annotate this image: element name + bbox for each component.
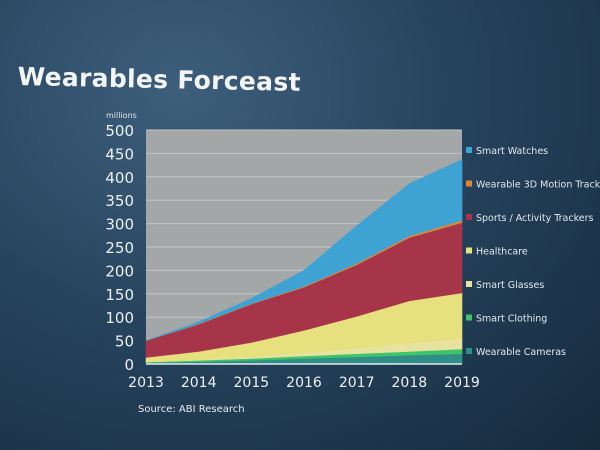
y-tick-label: 450 [105, 145, 134, 163]
y-tick-label: 0 [124, 356, 134, 374]
legend-swatch [466, 214, 472, 220]
legend-swatch [466, 281, 472, 287]
legend-item: Wearable 3D Motion Trackers [466, 180, 600, 191]
legend-label: Wearable Cameras [476, 347, 566, 358]
legend-item: Smart Glasses [466, 280, 544, 291]
legend-swatch [466, 180, 472, 187]
legend-item: Smart Clothing [466, 314, 547, 325]
legend-label: Wearable 3D Motion Trackers [476, 180, 600, 191]
area-series [145, 159, 463, 365]
x-tick-label: 2015 [234, 375, 270, 391]
y-tick-label: 300 [105, 216, 134, 234]
x-tick-label: 2016 [286, 375, 322, 391]
area-smart-watches [145, 159, 463, 341]
x-tick-label: 2017 [339, 375, 375, 391]
x-tick-label: 2018 [392, 375, 428, 391]
x-tick-label: 2019 [444, 375, 480, 391]
legend-item: Wearable Cameras [466, 347, 566, 358]
y-tick-label: 100 [105, 309, 134, 327]
legend-label: Sports / Activity Trackers [476, 213, 594, 224]
y-tick-label: 400 [105, 169, 134, 187]
legend: Smart Watches Wearable 3D Motion Trackers… [466, 146, 600, 358]
legend-item: Healthcare [466, 247, 528, 258]
source-note: Source: ABI Research [138, 404, 245, 415]
legend-label: Smart Watches [476, 146, 548, 157]
legend-label: Smart Clothing [476, 314, 547, 325]
y-tick-label: 50 [115, 333, 134, 351]
legend-label: Smart Glasses [476, 280, 544, 291]
legend-swatch [466, 147, 472, 153]
legend-swatch [466, 348, 472, 354]
y-tick-label: 500 [105, 122, 134, 140]
y-axis: 0 50 100 150 200 250 300 350 400 450 500 [105, 122, 134, 374]
x-axis: 2013 2014 2015 2016 2017 2018 2019 [128, 363, 480, 391]
legend-swatch [466, 314, 472, 321]
x-tick-label: 2013 [128, 375, 164, 391]
legend-swatch [466, 247, 472, 254]
y-tick-label: 200 [105, 262, 134, 280]
legend-item: Smart Watches [466, 146, 548, 157]
y-tick-label: 350 [105, 192, 134, 210]
legend-label: Healthcare [476, 247, 528, 258]
y-tick-label: 250 [105, 239, 134, 257]
legend-item: Sports / Activity Trackers [466, 213, 594, 224]
x-tick-label: 2014 [181, 375, 217, 391]
y-tick-label: 150 [105, 286, 134, 304]
y-axis-unit-label: millions [106, 111, 137, 120]
